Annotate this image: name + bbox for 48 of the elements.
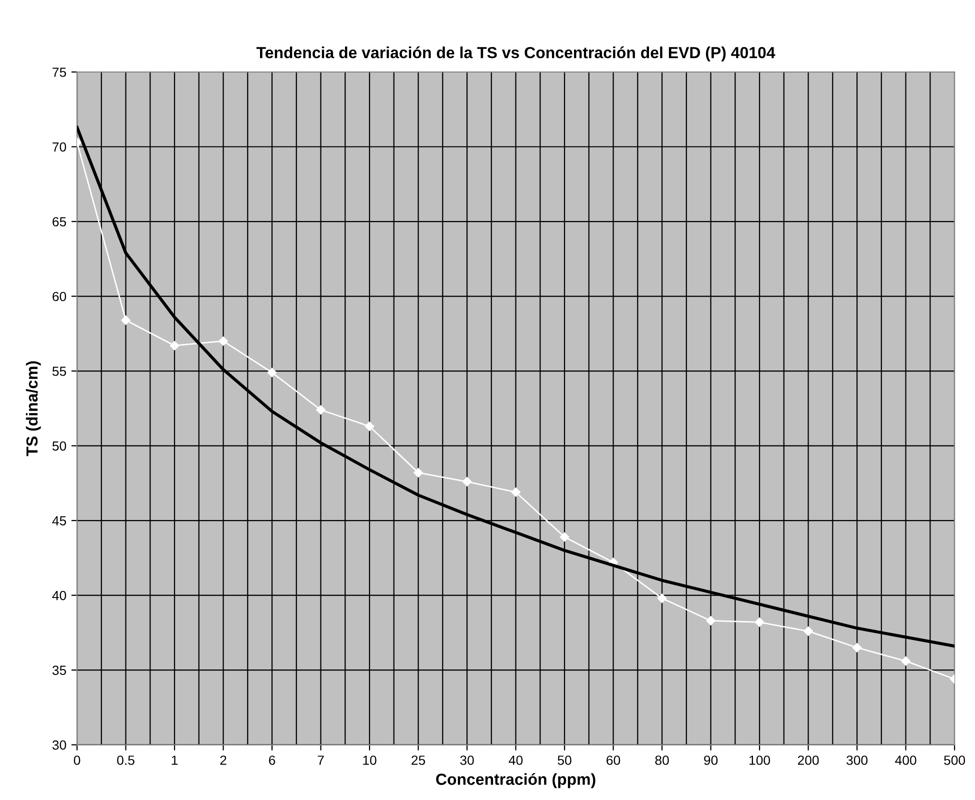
- x-tick-label: 30: [460, 756, 474, 765]
- x-tick-label: 7: [318, 756, 324, 765]
- point: [706, 616, 716, 626]
- point: [414, 468, 423, 478]
- x-tick-label: 25: [412, 756, 426, 765]
- y-tick-label: 70: [52, 142, 66, 152]
- point: [267, 368, 277, 378]
- point: [511, 488, 520, 497]
- x-tick-label: 200: [798, 756, 819, 765]
- chart-title: Tendencia de variación de la TS vs Concentración del EVD (P) 40104: [256, 46, 776, 62]
- y-tick-label: 75: [52, 68, 66, 77]
- point: [657, 594, 667, 603]
- x-tick-label: 60: [606, 756, 620, 765]
- x-tick-label: 50: [558, 756, 572, 765]
- x-tick-label: 1: [172, 756, 178, 765]
- y-tick-label: 50: [52, 441, 66, 451]
- x-tick-label: 400: [895, 756, 916, 765]
- y-tick-label: 60: [52, 292, 66, 302]
- x-tick-label: 300: [846, 756, 868, 765]
- x-tick-label: 0: [74, 756, 80, 765]
- point: [316, 405, 326, 415]
- x-tick-label: 10: [363, 756, 376, 765]
- x-tick-label: 500: [944, 756, 966, 765]
- point: [560, 532, 570, 542]
- point: [121, 316, 130, 325]
- x-tick-label: 2: [220, 756, 226, 765]
- y-axis-title: TS (dina/cm): [26, 361, 41, 456]
- point: [901, 656, 910, 666]
- x-axis-title: Concentración (ppm): [436, 773, 596, 788]
- point: [804, 626, 813, 636]
- x-tick-label: 90: [704, 756, 718, 765]
- y-tick-label: 45: [52, 516, 66, 526]
- x-tick-label: 40: [508, 756, 523, 765]
- x-tick-label: 100: [750, 756, 770, 765]
- point: [852, 642, 862, 652]
- x-tick-label: 80: [655, 756, 669, 765]
- point: [754, 618, 764, 627]
- point: [170, 340, 180, 350]
- point: [218, 336, 228, 346]
- y-tick-label: 65: [52, 217, 66, 226]
- y-tick-label: 55: [52, 366, 66, 376]
- point: [462, 477, 472, 486]
- y-tick-label: 30: [52, 740, 66, 750]
- y-tick-label: 40: [52, 590, 66, 600]
- x-tick-label: 0.5: [117, 756, 134, 765]
- x-tick-label: 6: [269, 756, 276, 765]
- point: [364, 422, 374, 431]
- y-tick-label: 35: [52, 666, 66, 675]
